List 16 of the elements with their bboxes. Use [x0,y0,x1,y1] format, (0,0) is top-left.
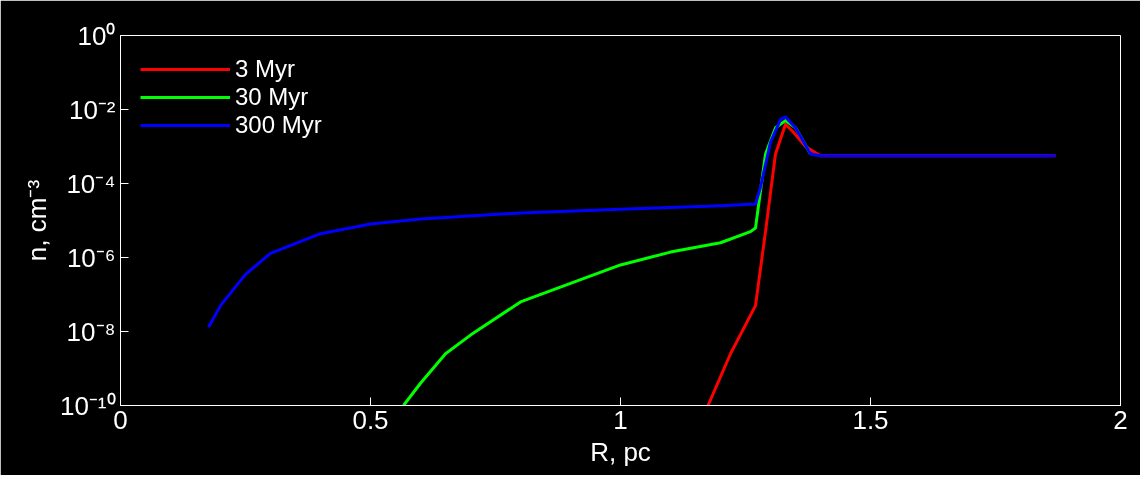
legend-label: 30 Myr [235,83,309,111]
legend-label: 3 Myr [235,55,295,83]
line-series [207,115,1057,329]
x-tick-label: 0.5 [352,404,389,435]
x-tick-label: 1.5 [852,404,889,435]
y-tick-label: 10⁻⁴ [66,168,116,199]
y-tick-label: 10⁻² [68,94,116,125]
y-axis-title: n, cm⁻³ [21,179,52,262]
x-tick-label: 0 [113,404,128,435]
y-tick-label: 10⁰ [77,20,116,51]
x-tick-label: 1 [613,404,628,435]
x-axis-title: R, pc [590,436,651,467]
y-tick-label: 10⁻⁸ [66,316,116,347]
x-tick-label: 2 [1113,404,1128,435]
legend-label: 300 Myr [235,111,322,139]
y-tick-label: 10⁻⁶ [66,242,116,273]
